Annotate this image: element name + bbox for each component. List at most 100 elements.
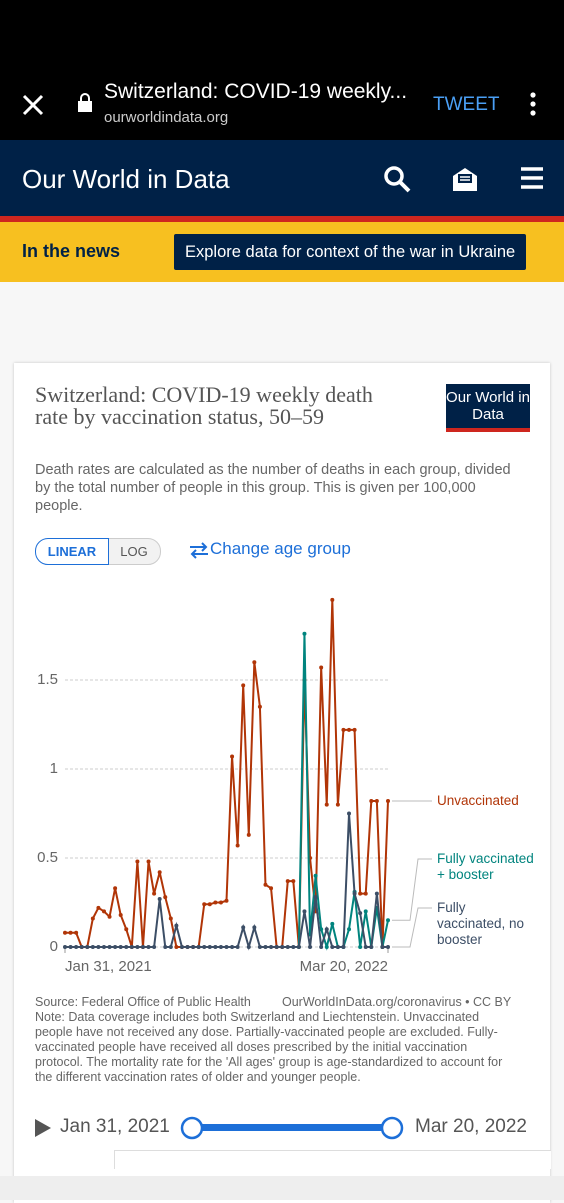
- change-age-group[interactable]: Change age group: [210, 539, 351, 559]
- data-point: [341, 945, 345, 949]
- close-icon[interactable]: [20, 92, 46, 118]
- series-line: [65, 600, 388, 947]
- data-point: [386, 945, 390, 949]
- data-point: [169, 945, 173, 949]
- data-point: [152, 945, 156, 949]
- data-point: [208, 902, 212, 906]
- swap-icon[interactable]: [188, 540, 210, 560]
- data-point: [286, 945, 290, 949]
- legend-label[interactable]: Fully vaccinated + booster: [437, 851, 537, 883]
- data-point: [108, 915, 112, 919]
- log-toggle[interactable]: LOG: [107, 538, 161, 565]
- data-point: [102, 909, 106, 913]
- data-point: [347, 927, 351, 931]
- data-point: [353, 728, 357, 732]
- data-point: [169, 917, 173, 921]
- page-url: ourworldindata.org: [104, 109, 228, 126]
- y-tick-label: 0: [50, 938, 58, 955]
- data-point: [147, 860, 151, 864]
- table-header: [114, 1150, 551, 1169]
- data-point: [314, 895, 318, 899]
- chart-subtitle: Death rates are calculated as the number…: [35, 461, 515, 515]
- tweet-button[interactable]: TWEET: [433, 94, 500, 116]
- data-point: [85, 945, 89, 949]
- linear-toggle[interactable]: LINEAR: [35, 538, 109, 565]
- data-point: [291, 945, 295, 949]
- data-point: [364, 909, 368, 913]
- data-point: [358, 945, 362, 949]
- data-point: [152, 892, 156, 896]
- data-point: [174, 945, 178, 949]
- data-point: [314, 874, 318, 878]
- data-point: [230, 755, 234, 759]
- play-button[interactable]: [34, 1118, 52, 1138]
- data-point: [302, 909, 306, 913]
- timeline-end: Mar 20, 2022: [415, 1116, 527, 1138]
- data-point: [202, 945, 206, 949]
- timeline-start: Jan 31, 2021: [60, 1116, 170, 1138]
- data-point: [197, 945, 201, 949]
- data-point: [330, 598, 334, 602]
- data-point: [269, 886, 273, 890]
- x-tick-label: Jan 31, 2021: [65, 958, 152, 975]
- timeline-slider[interactable]: [178, 1114, 406, 1142]
- data-point: [63, 945, 67, 949]
- search-icon[interactable]: [382, 164, 412, 194]
- data-point: [252, 925, 256, 929]
- legend-label[interactable]: Unvaccinated: [437, 793, 537, 809]
- data-point: [280, 945, 284, 949]
- data-point: [325, 945, 329, 949]
- data-point: [330, 922, 334, 926]
- data-point: [74, 945, 78, 949]
- data-point: [258, 705, 262, 709]
- data-point: [219, 901, 223, 905]
- data-point: [375, 892, 379, 896]
- news-label: In the news: [22, 241, 120, 262]
- hamburger-icon[interactable]: [520, 166, 544, 190]
- data-point: [135, 945, 139, 949]
- subscribe-icon[interactable]: [451, 164, 479, 194]
- data-point: [308, 945, 312, 949]
- menu-kebab[interactable]: [526, 90, 540, 120]
- x-tick-label: Mar 20, 2022: [300, 958, 388, 975]
- data-point: [102, 945, 106, 949]
- data-point: [191, 945, 195, 949]
- data-point: [219, 945, 223, 949]
- data-point: [119, 945, 123, 949]
- data-point: [247, 833, 251, 837]
- news-link[interactable]: Explore data for context of the war in U…: [174, 234, 526, 270]
- lock-icon: [76, 92, 94, 114]
- data-point: [69, 945, 73, 949]
- data-point: [241, 925, 245, 929]
- lower-area: [0, 1176, 564, 1200]
- data-point: [236, 945, 240, 949]
- data-point: [213, 901, 217, 905]
- data-point: [375, 799, 379, 803]
- data-point: [96, 906, 100, 910]
- data-point: [358, 911, 362, 915]
- data-point: [241, 683, 245, 687]
- data-point: [208, 945, 212, 949]
- data-point: [275, 945, 279, 949]
- legend-connector: [392, 859, 432, 920]
- data-point: [364, 945, 368, 949]
- legend-connector: [392, 908, 432, 947]
- page-title: Switzerland: COVID-19 weekly...: [104, 80, 407, 104]
- site-header: Our World in Data: [0, 140, 564, 216]
- data-point: [258, 945, 262, 949]
- data-point: [364, 892, 368, 896]
- y-tick-label: 1: [50, 760, 58, 777]
- data-point: [113, 945, 117, 949]
- data-point: [252, 660, 256, 664]
- data-point: [286, 879, 290, 883]
- data-point: [69, 931, 73, 935]
- data-point: [341, 728, 345, 732]
- site-name[interactable]: Our World in Data: [22, 164, 230, 195]
- data-point: [336, 803, 340, 807]
- legend-label[interactable]: Fully vaccinated, no booster: [437, 900, 537, 948]
- data-point: [263, 883, 267, 887]
- owid-logo: Our World in Data: [446, 384, 530, 432]
- data-point: [263, 945, 267, 949]
- data-point: [180, 945, 184, 949]
